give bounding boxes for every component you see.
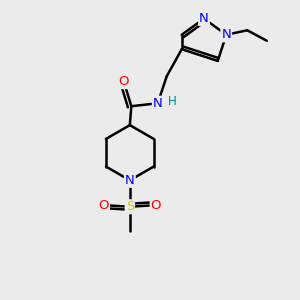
Text: N: N bbox=[153, 97, 163, 110]
Text: S: S bbox=[126, 200, 134, 213]
Text: O: O bbox=[118, 75, 129, 88]
Text: N: N bbox=[125, 174, 135, 187]
Text: O: O bbox=[98, 199, 109, 212]
Text: O: O bbox=[151, 199, 161, 212]
Text: N: N bbox=[199, 12, 209, 25]
Text: N: N bbox=[221, 28, 231, 41]
Text: H: H bbox=[168, 95, 176, 108]
